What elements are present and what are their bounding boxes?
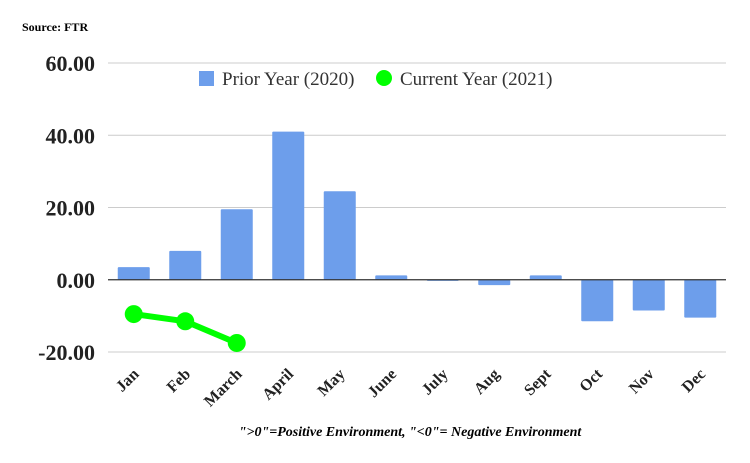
- x-tick-label: Dec: [679, 366, 709, 396]
- y-tick-label: 0.00: [57, 268, 96, 293]
- x-tick-label: March: [201, 366, 246, 411]
- x-tick-label: April: [259, 365, 297, 403]
- bar: [323, 191, 356, 280]
- bar: [169, 250, 202, 280]
- y-tick-label: 20.00: [46, 196, 96, 221]
- x-axis-ticks: Jan Feb March April May June July Aug Sept Oct Nov…: [113, 365, 709, 410]
- bar: [375, 275, 408, 280]
- legend-line-label: Current Year (2021): [400, 69, 553, 90]
- y-tick-label: -20.00: [38, 340, 95, 365]
- y-tick-label: 60.00: [46, 51, 96, 76]
- bar: [272, 131, 305, 280]
- bar: [632, 279, 665, 311]
- legend-bar-label: Prior Year (2020): [222, 69, 354, 90]
- x-tick-label: Aug: [471, 366, 503, 398]
- bar: [117, 267, 150, 280]
- x-tick-label: Nov: [626, 366, 658, 398]
- x-tick-label: May: [315, 366, 349, 400]
- line-series: [124, 305, 246, 352]
- bar: [220, 209, 253, 280]
- bar-series: [117, 131, 717, 322]
- x-tick-label: June: [365, 366, 400, 401]
- y-axis-ticks: -20.00 0.00 20.00 40.00 60.00: [38, 51, 95, 365]
- bar: [684, 279, 717, 318]
- data-point: [227, 333, 246, 352]
- bar: [529, 275, 562, 280]
- data-point: [176, 312, 195, 331]
- footnote: ">0"=Positive Environment, "<0"= Negativ…: [238, 425, 582, 440]
- y-tick-label: 40.00: [46, 123, 96, 148]
- x-tick-label: Jan: [113, 366, 143, 396]
- data-point: [124, 305, 143, 324]
- legend: Prior Year (2020) Current Year (2021): [199, 69, 553, 90]
- bar: [478, 279, 511, 286]
- x-tick-label: July: [419, 366, 452, 399]
- legend-bar-swatch: [199, 71, 214, 86]
- x-tick-label: Sept: [521, 365, 555, 399]
- source-label: Source: FTR: [22, 20, 89, 34]
- gridlines: [108, 62, 726, 353]
- bar: [581, 279, 614, 322]
- x-tick-label: Feb: [164, 366, 194, 396]
- legend-line-swatch: [376, 70, 392, 86]
- x-tick-label: Oct: [576, 365, 606, 395]
